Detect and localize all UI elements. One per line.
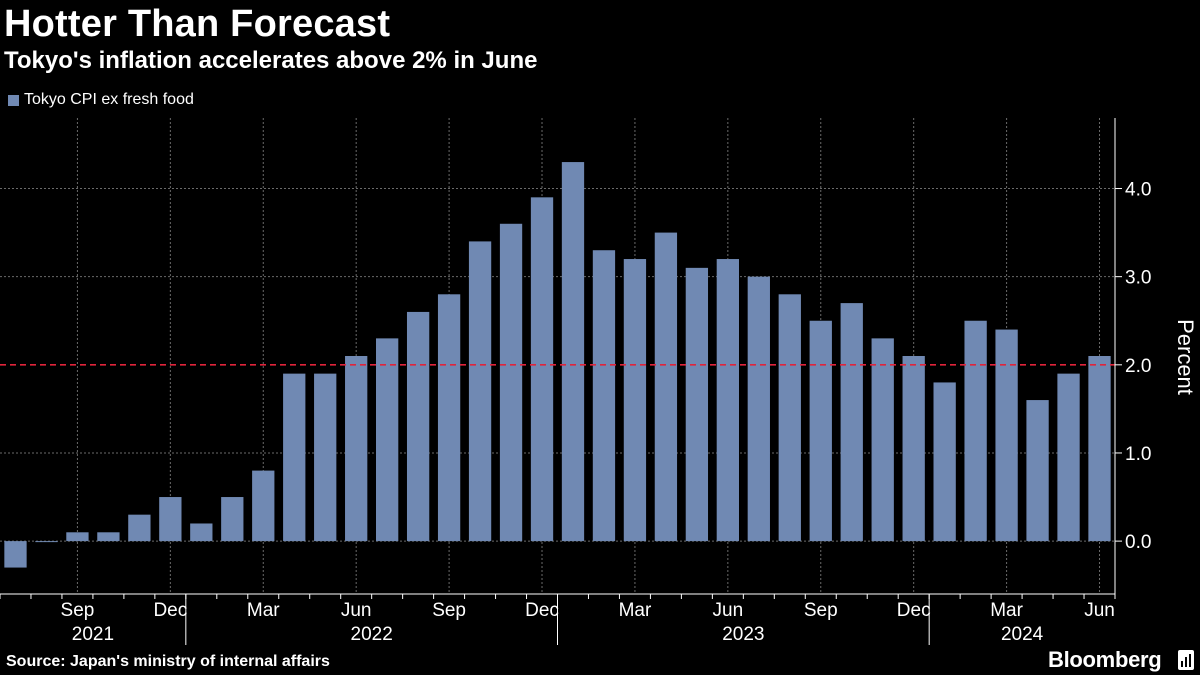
bar-2022-02 bbox=[221, 497, 244, 542]
bar-2023-05 bbox=[685, 267, 709, 542]
x-month-label-11: Jun bbox=[1084, 600, 1115, 621]
y-tick-label-2: 2.0 bbox=[1125, 356, 1151, 377]
bar-2022-10 bbox=[468, 241, 492, 542]
bar-2023-10 bbox=[840, 303, 863, 542]
horizontal-gridlines bbox=[0, 188, 1115, 542]
x-month-label-9: Dec bbox=[897, 600, 931, 621]
y-axis-ticks: 0.0 1.0 2.0 3.0 4.0 bbox=[1115, 180, 1151, 553]
x-month-label-8: Sep bbox=[804, 600, 838, 621]
y-axis-label: Percent bbox=[1173, 319, 1198, 395]
chart-title: Hotter Than Forecast bbox=[4, 3, 391, 45]
bar-2023-09 bbox=[809, 320, 832, 542]
bar-series bbox=[4, 162, 1111, 568]
bar-2023-08 bbox=[778, 294, 801, 542]
x-year-label-3: 2024 bbox=[1001, 624, 1044, 645]
bar-2023-07 bbox=[747, 276, 770, 542]
bar-2021-07 bbox=[4, 541, 27, 568]
x-month-label-5: Dec bbox=[525, 600, 559, 621]
legend-swatch bbox=[8, 94, 19, 106]
x-year-label-2: 2023 bbox=[722, 624, 764, 645]
bar-2024-06 bbox=[1088, 356, 1111, 542]
y-tick-label-0: 0.0 bbox=[1125, 532, 1151, 553]
bar-2023-04 bbox=[654, 232, 678, 542]
bar-2022-07 bbox=[376, 338, 399, 542]
bar-2023-11 bbox=[871, 338, 894, 542]
x-month-label-3: Jun bbox=[341, 600, 372, 621]
bar-2024-03 bbox=[995, 329, 1018, 542]
bloomberg-terminal-icon bbox=[1178, 650, 1194, 670]
bar-2023-01 bbox=[561, 162, 585, 542]
bar-2022-11 bbox=[499, 223, 523, 542]
bar-2021-11 bbox=[128, 514, 151, 542]
bar-2024-01 bbox=[933, 382, 956, 542]
x-month-label-7: Jun bbox=[713, 600, 744, 621]
x-month-label-0: Sep bbox=[61, 600, 95, 621]
bar-2024-02 bbox=[964, 320, 987, 542]
x-year-label-1: 2022 bbox=[351, 624, 393, 645]
source-note: Source: Japan's ministry of internal aff… bbox=[6, 653, 330, 670]
bar-2023-03 bbox=[623, 259, 647, 542]
brand-logo: Bloomberg bbox=[1048, 647, 1162, 672]
bar-2023-12 bbox=[902, 356, 925, 542]
bar-2022-12 bbox=[530, 197, 554, 542]
chart-legend: Tokyo CPI ex fresh food bbox=[8, 90, 194, 110]
bar-2022-09 bbox=[437, 294, 461, 542]
bar-2022-06 bbox=[345, 356, 368, 542]
x-month-label-4: Sep bbox=[432, 600, 466, 621]
bar-2021-08 bbox=[35, 541, 58, 543]
bar-2023-02 bbox=[592, 250, 616, 542]
bar-2022-08 bbox=[406, 311, 430, 542]
bar-2021-09 bbox=[66, 532, 89, 542]
bar-2022-04 bbox=[283, 373, 306, 542]
x-month-label-2: Mar bbox=[247, 600, 280, 621]
x-axis-ticks: Sep Dec Mar Jun Sep Dec Mar Jun Sep Dec Mar Jun 2021… bbox=[0, 594, 1116, 645]
x-month-label-1: Dec bbox=[153, 600, 187, 621]
legend-label: Tokyo CPI ex fresh food bbox=[24, 91, 194, 108]
bar-2023-06 bbox=[716, 259, 739, 542]
bar-2022-03 bbox=[252, 470, 275, 542]
bar-2021-12 bbox=[159, 497, 182, 542]
bar-2022-05 bbox=[314, 373, 337, 542]
bar-2022-01 bbox=[190, 523, 213, 542]
y-tick-label-1: 1.0 bbox=[1125, 444, 1151, 465]
x-month-label-10: Mar bbox=[990, 600, 1023, 621]
bar-2024-04 bbox=[1026, 400, 1049, 542]
x-month-label-6: Mar bbox=[619, 600, 652, 621]
bar-2024-05 bbox=[1057, 373, 1080, 542]
y-tick-label-4: 4.0 bbox=[1125, 180, 1151, 201]
x-year-label-0: 2021 bbox=[72, 624, 114, 645]
y-tick-label-3: 3.0 bbox=[1125, 268, 1151, 289]
bar-2021-10 bbox=[97, 532, 120, 542]
chart-subtitle: Tokyo's inflation accelerates above 2% i… bbox=[4, 47, 538, 74]
